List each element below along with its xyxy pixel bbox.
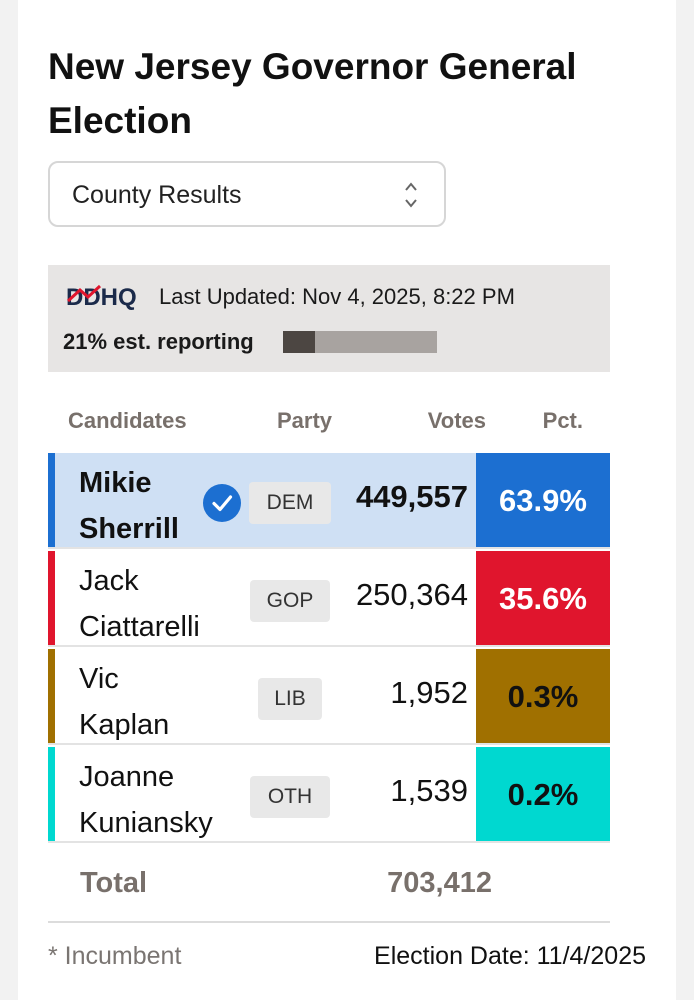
candidate-name: Vic Kaplan [79,663,170,741]
page-title: New Jersey Governor General Election [48,46,577,141]
last-updated-text: Last Updated: Nov 4, 2025, 8:22 PM [159,284,515,309]
status-panel: DDHQ Last Updated: Nov 4, 2025, 8:22 PM … [48,265,610,372]
party-badge: DEM [249,482,331,524]
winner-check-icon [203,484,241,522]
header-candidates: Candidates [68,408,187,433]
vote-percent: 0.2% [476,747,610,841]
candidate-name: Jack Ciattarelli [79,565,200,643]
reporting-label: 21% est. reporting [63,329,254,354]
vote-percent: 0.3% [476,649,610,743]
party-color-stripe [48,453,55,547]
header-party: Party [277,408,333,433]
vote-count: 1,952 [390,675,468,710]
vote-count: 449,557 [355,479,468,514]
chevron-up-down-icon [405,182,417,208]
party-badge: OTH [250,776,330,818]
candidate-name: Mikie Sherrill [79,467,179,545]
incumbent-note: * Incumbent [48,942,182,970]
results-view-select[interactable]: County Results [48,161,446,227]
vote-percent: 35.6% [476,551,610,645]
vote-count: 250,364 [355,577,468,612]
party-badge: GOP [250,580,330,622]
candidate-row: Joanne Kuniansky OTH 1,539 0.2% [48,747,610,843]
candidate-row: Vic Kaplan LIB 1,952 0.3% [48,649,610,745]
results-view-selected: County Results [72,181,242,209]
election-date: Election Date: 11/4/2025 [374,942,646,970]
footer-divider [48,921,610,923]
candidate-row: Mikie Sherrill DEM 449,557 63.9% [48,453,610,549]
header-pct: Pct. [542,408,583,433]
reporting-progress-fill [283,331,316,353]
vote-count: 1,539 [390,773,468,808]
total-label: Total [80,867,148,899]
reporting-progress-bar [283,331,437,353]
party-color-stripe [48,747,55,841]
header-votes: Votes [427,408,486,433]
svg-text:DDHQ: DDHQ [66,284,137,311]
party-color-stripe [48,551,55,645]
party-badge: LIB [258,678,322,720]
ddhq-logo: DDHQ [66,284,137,311]
candidate-name: Joanne Kuniansky [79,761,213,839]
total-votes: 703,412 [387,867,492,899]
party-color-stripe [48,649,55,743]
vote-percent: 63.9% [476,453,610,547]
candidate-row: Jack Ciattarelli GOP 250,364 35.6% [48,551,610,647]
